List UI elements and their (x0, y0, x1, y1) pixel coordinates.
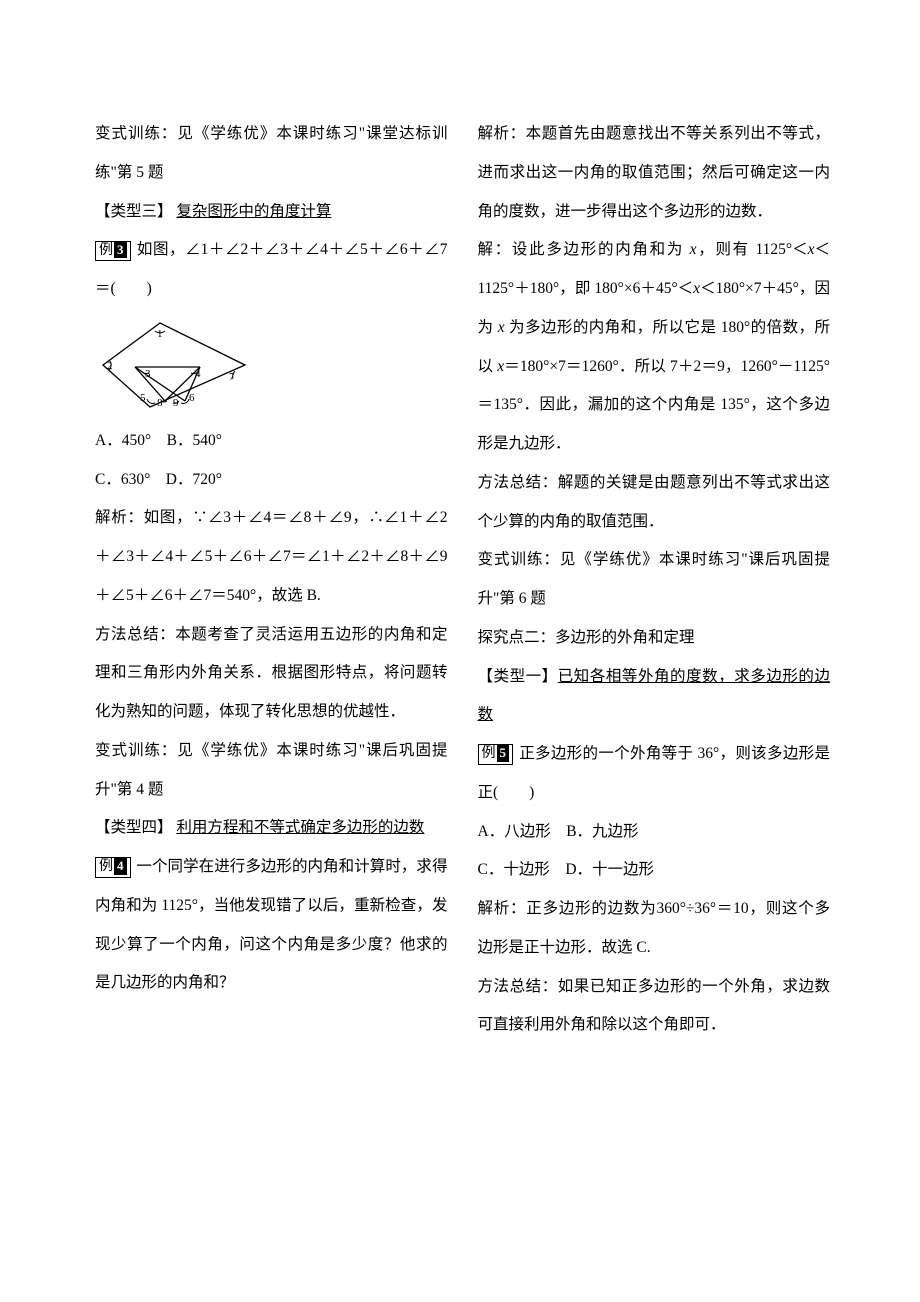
example3-question: 例3 如图，∠1＋∠2＋∠3＋∠4＋∠5＋∠6＋∠7＝( ) (95, 231, 448, 309)
polygon-diagram: 1 2 3 4 7 5 8 9 6 (95, 315, 255, 415)
example4-summary: 方法总结：解题的关键是由题意列出不等式求出这个少算的内角的取值范围． (478, 464, 831, 542)
left-column: 变式训练：见《学练优》本课时练习"课堂达标训练"第 5 题 【类型三】 复杂图形… (95, 115, 448, 1045)
type3-label: 【类型三】 (95, 203, 176, 220)
example3-question-text: 如图，∠1＋∠2＋∠3＋∠4＋∠5＋∠6＋∠7＝( ) (95, 241, 448, 297)
example4-question: 例4 一个同学在进行多边形的内角和计算时，求得内角和为 1125°，当他发现错了… (95, 848, 448, 1003)
var-x: x (690, 241, 697, 258)
sol-part: 解：设此多边形的内角和为 (478, 241, 690, 258)
sol-part: ，则有 1125°＜ (697, 241, 808, 258)
example-text: 例 (99, 243, 113, 258)
document-page: 变式训练：见《学练优》本课时练习"课堂达标训练"第 5 题 【类型三】 复杂图形… (0, 0, 920, 1075)
angle-label-5: 5 (140, 392, 146, 404)
example3-number: 3 (114, 242, 127, 259)
type4-label: 【类型四】 (95, 819, 176, 836)
example5-summary: 方法总结：如果已知正多边形的一个外角，求边数可直接利用外角和除以这个角即可． (478, 968, 831, 1046)
topic2-heading: 探究点二：多边形的外角和定理 (478, 619, 831, 658)
type3-heading: 【类型三】 复杂图形中的角度计算 (95, 193, 448, 232)
example5-option-cd: C．十边形 D．十一边形 (478, 851, 831, 890)
example4-badge: 例4 (95, 857, 131, 877)
example5-question: 例5 正多边形的一个外角等于 36°，则该多边形是正( ) (478, 735, 831, 813)
variation-note: 变式训练：见《学练优》本课时练习"课堂达标训练"第 5 题 (95, 115, 448, 193)
two-column-layout: 变式训练：见《学练优》本课时练习"课堂达标训练"第 5 题 【类型三】 复杂图形… (95, 115, 830, 1045)
geometry-figure: 1 2 3 4 7 5 8 9 6 (95, 315, 448, 420)
right-column: 解析：本题首先由题意找出不等关系列出不等式，进而求出这一内角的取值范围；然后可确… (478, 115, 831, 1045)
example5-question-text: 正多边形的一个外角等于 36°，则该多边形是正( ) (478, 745, 831, 801)
angle-label-6: 6 (189, 392, 195, 404)
example3-summary: 方法总结：本题考查了灵活运用五边形的内角和定理和三角形内外角关系．根据图形特点，… (95, 616, 448, 732)
sol-part: ＝180°×7＝1260°．所以 7＋2＝9，1260°－1125°＝135°．… (478, 358, 831, 453)
example4-number: 4 (114, 858, 127, 875)
example4-solution: 解：设此多边形的内角和为 x，则有 1125°＜x＜1125°＋180°，即 1… (478, 231, 831, 464)
example3-badge: 例3 (95, 241, 131, 261)
example4-analysis: 解析：本题首先由题意找出不等关系列出不等式，进而求出这一内角的取值范围；然后可确… (478, 115, 831, 231)
type3-title: 复杂图形中的角度计算 (176, 203, 331, 220)
type1-heading: 【类型一】已知各相等外角的度数，求多边形的边数 (478, 658, 831, 736)
example5-analysis: 解析：正多边形的边数为360°÷36°＝10，则这个多边形是正十边形．故选 C. (478, 890, 831, 968)
example5-number: 5 (497, 745, 510, 762)
example-text: 例 (99, 859, 113, 874)
angle-label-4: 4 (195, 368, 201, 380)
type4-title: 利用方程和不等式确定多边形的边数 (176, 819, 424, 836)
type1-label: 【类型一】 (478, 668, 558, 685)
example3-variation: 变式训练：见《学练优》本课时练习"课后巩固提升"第 4 题 (95, 732, 448, 810)
angle-label-1: 1 (157, 328, 163, 340)
angle-label-2: 2 (107, 360, 113, 372)
example4-variation: 变式训练：见《学练优》本课时练习"课后巩固提升"第 6 题 (478, 541, 831, 619)
example3-option-cd: C．630° D．720° (95, 461, 448, 500)
type4-heading: 【类型四】 利用方程和不等式确定多边形的边数 (95, 809, 448, 848)
example5-option-ab: A．八边形 B．九边形 (478, 813, 831, 852)
example-text: 例 (482, 746, 496, 761)
example3-analysis: 解析：如图，∵∠3＋∠4＝∠8＋∠9，∴∠1＋∠2＋∠3＋∠4＋∠5＋∠6＋∠7… (95, 499, 448, 615)
angle-label-8: 8 (157, 397, 163, 409)
var-x: x (498, 319, 505, 336)
example5-badge: 例5 (478, 744, 514, 764)
example4-question-text: 一个同学在进行多边形的内角和计算时，求得内角和为 1125°，当他发现错了以后，… (95, 858, 448, 991)
example3-option-ab: A．450° B．540° (95, 422, 448, 461)
